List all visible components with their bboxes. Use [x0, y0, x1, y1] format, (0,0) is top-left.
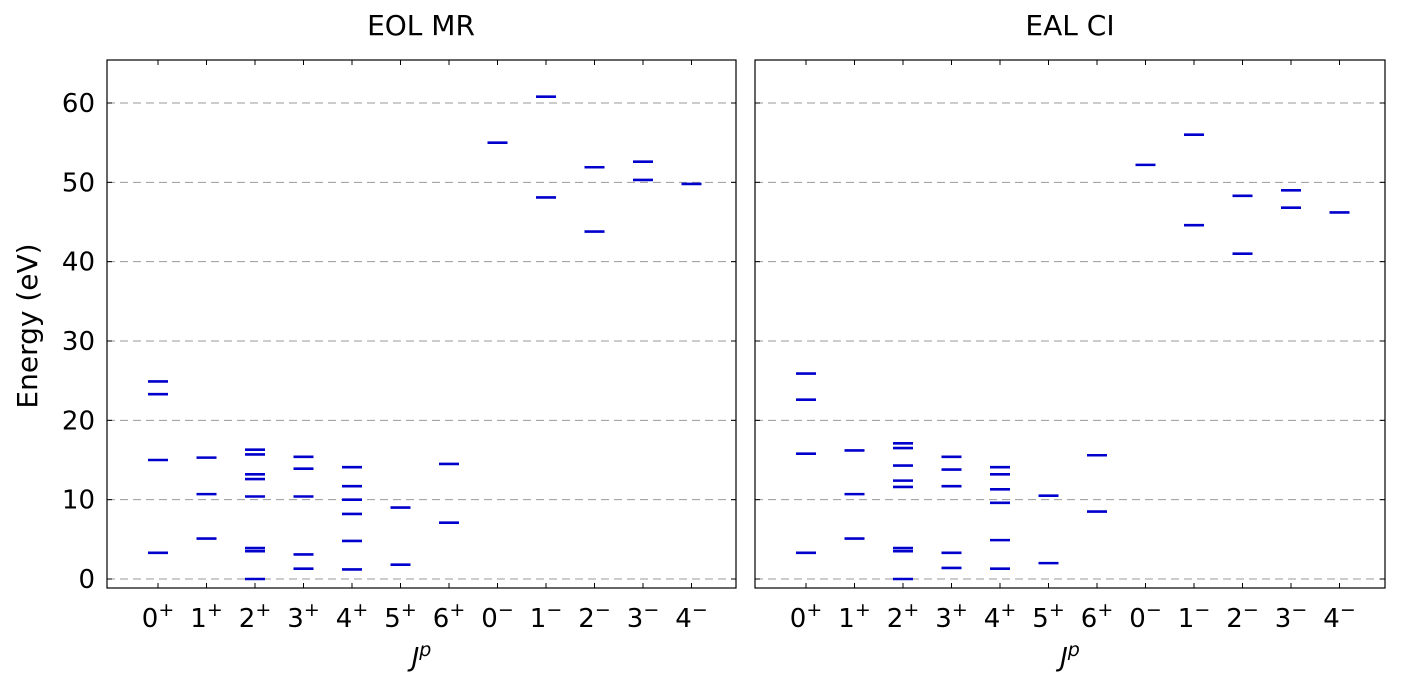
x-tick-label: 1−: [1178, 599, 1210, 634]
x-tick-label-j: 5: [1032, 604, 1049, 634]
x-tick-label-parity: +: [1000, 599, 1016, 621]
x-tick-label-parity: +: [1097, 599, 1113, 621]
x-tick-label-j: 4: [984, 604, 1001, 634]
x-tick-label-j: 4: [1323, 604, 1340, 634]
x-tick-label-j: 2: [887, 604, 904, 634]
plot-frame: [754, 59, 1386, 589]
x-axis-label-sup: p: [1067, 639, 1080, 661]
x-tick-label-j: 4: [675, 604, 692, 634]
plot-frame: [106, 59, 737, 589]
x-tick-label: 2−: [578, 599, 610, 634]
x-tick-label: 5+: [384, 599, 416, 634]
x-tick-label-parity: +: [304, 599, 320, 621]
x-tick-label-j: 4: [336, 604, 353, 634]
x-tick-label-j: 2: [239, 604, 256, 634]
x-tick-label-parity: −: [1340, 599, 1356, 621]
x-tick-label: 4−: [675, 599, 707, 634]
x-tick-label: 3+: [287, 599, 319, 634]
x-tick-label-j: 2: [1226, 604, 1243, 634]
x-axis-label: Jp: [1055, 639, 1080, 673]
x-tick-label-parity: −: [1146, 599, 1162, 621]
x-tick-label: 4+: [984, 599, 1016, 634]
y-axis-label: Energy (eV): [11, 243, 44, 408]
x-tick-label-parity: +: [255, 599, 271, 621]
x-axis-label-main: J: [407, 643, 420, 673]
x-tick-label-j: 5: [384, 604, 401, 634]
x-tick-label-j: 0: [142, 604, 159, 634]
x-tick-label-j: 3: [627, 604, 644, 634]
x-tick-label-parity: −: [498, 599, 514, 621]
x-tick-label-j: 3: [287, 604, 304, 634]
x-tick-label: 3+: [935, 599, 967, 634]
x-tick-label: 0−: [481, 599, 513, 634]
panel-title: EAL CI: [1025, 9, 1114, 42]
panel-eal-ci: EAL CI0+ 1+ 2+ 3+ 4+ 5+ 6+ 0− 1− 2− 3− 4−Jp: [754, 9, 1386, 673]
y-tick-label: 30: [62, 327, 95, 357]
x-tick-label: 4+: [336, 599, 368, 634]
x-axis-label-main: J: [1055, 643, 1068, 673]
x-tick-label-parity: +: [352, 599, 368, 621]
x-tick-label-j: 1: [190, 604, 207, 634]
x-tick-label-j: 6: [433, 604, 450, 634]
x-tick-label: 6+: [433, 599, 465, 634]
x-tick-label: 5+: [1032, 599, 1064, 634]
x-tick-label-parity: +: [207, 599, 223, 621]
x-tick-label-parity: +: [158, 599, 174, 621]
x-tick-label: 1+: [190, 599, 222, 634]
x-tick-label-parity: +: [903, 599, 919, 621]
x-tick-label: 4−: [1323, 599, 1355, 634]
x-tick-label-parity: −: [1291, 599, 1307, 621]
x-tick-label: 3−: [1275, 599, 1307, 634]
x-tick-label: 6+: [1081, 599, 1113, 634]
y-tick-label: 50: [62, 168, 95, 198]
x-tick-label-j: 6: [1081, 604, 1098, 634]
x-tick-label-parity: +: [401, 599, 417, 621]
x-tick-label: 1+: [838, 599, 870, 634]
x-tick-label-j: 1: [530, 604, 547, 634]
x-tick-label-parity: +: [449, 599, 465, 621]
x-axis-label: Jp: [407, 639, 432, 673]
x-tick-label: 1−: [530, 599, 562, 634]
x-tick-label-parity: +: [806, 599, 822, 621]
x-tick-label: 2+: [239, 599, 271, 634]
y-tick-label: 20: [62, 406, 95, 436]
x-tick-label: 0+: [790, 599, 822, 634]
x-tick-label: 0−: [1129, 599, 1161, 634]
x-tick-label-j: 0: [481, 604, 498, 634]
x-tick-label-parity: −: [643, 599, 659, 621]
x-tick-label: 2+: [887, 599, 919, 634]
x-tick-label: 2−: [1226, 599, 1258, 634]
y-tick-label: 10: [62, 486, 95, 516]
x-tick-label-j: 0: [790, 604, 807, 634]
x-tick-label-j: 3: [1275, 604, 1292, 634]
x-tick-label-parity: +: [1049, 599, 1065, 621]
x-tick-label-j: 0: [1129, 604, 1146, 634]
x-tick-label-parity: +: [952, 599, 968, 621]
panel-title: EOL MR: [367, 9, 475, 42]
x-tick-label-parity: +: [855, 599, 871, 621]
x-tick-label-j: 1: [838, 604, 855, 634]
y-tick-label: 60: [62, 89, 95, 119]
x-tick-label-j: 1: [1178, 604, 1195, 634]
x-tick-label: 3−: [627, 599, 659, 634]
x-tick-label-j: 3: [935, 604, 952, 634]
x-tick-label-parity: −: [546, 599, 562, 621]
x-tick-label-parity: −: [1243, 599, 1259, 621]
x-axis-label-sup: p: [418, 639, 431, 661]
x-tick-label-parity: −: [692, 599, 708, 621]
y-tick-label: 40: [62, 248, 95, 278]
x-tick-label-parity: −: [595, 599, 611, 621]
x-tick-label-parity: −: [1194, 599, 1210, 621]
y-tick-label: 0: [78, 565, 95, 595]
x-tick-label-j: 2: [578, 604, 595, 634]
x-tick-label: 0+: [142, 599, 174, 634]
